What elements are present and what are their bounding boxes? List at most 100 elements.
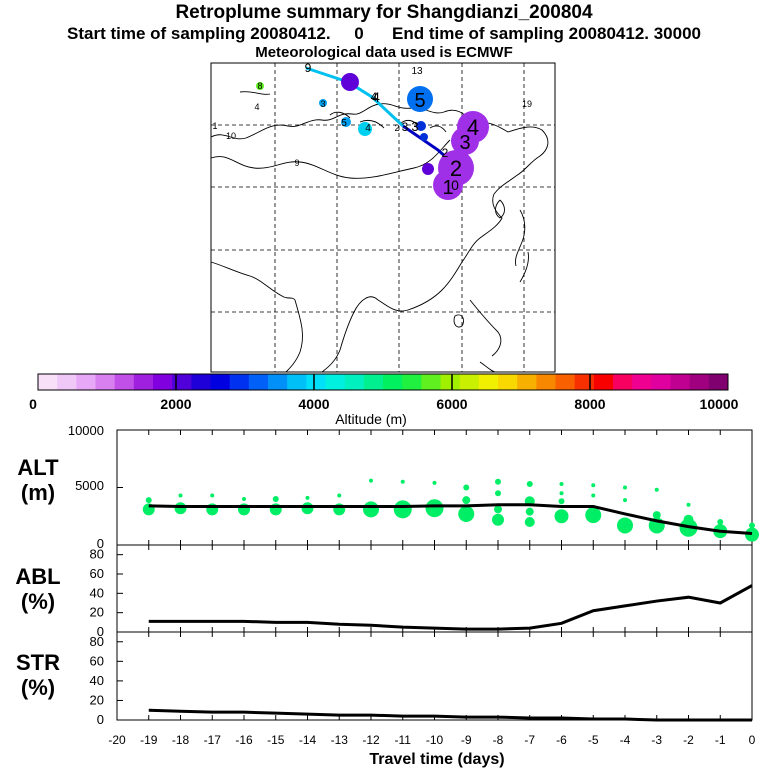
colorbar-tick-label: 6000 <box>436 396 467 412</box>
x-tick-label: -16 <box>235 733 253 747</box>
x-tick-label: -7 <box>524 733 535 747</box>
cluster-circle <box>358 122 372 136</box>
alt-particle-marker <box>363 501 379 518</box>
alt-particle-marker <box>554 509 569 524</box>
y-tick-label: 60 <box>90 566 104 581</box>
colorbar-cell <box>402 374 422 390</box>
cluster-label: 5 <box>341 118 347 129</box>
x-tick-label: -11 <box>395 733 412 747</box>
sampling-time-line: Start time of sampling 20080412. 0 End t… <box>67 24 701 43</box>
cluster-circle <box>451 127 479 155</box>
cluster-circle <box>420 133 428 141</box>
alt-particle-marker <box>337 493 342 498</box>
x-tick-label: -2 <box>683 733 694 747</box>
x-tick-label: -1 <box>715 733 726 747</box>
cluster-label: 19 <box>522 99 532 109</box>
colorbar-cell <box>708 374 729 390</box>
alt-particle-marker <box>525 507 534 516</box>
alt-particle-marker <box>272 496 279 502</box>
alt-ytick-label: 0 <box>97 536 104 551</box>
colorbar-cell <box>210 374 231 390</box>
colorbar-cell <box>632 374 652 390</box>
colorbar-cell <box>478 374 499 390</box>
cluster-circle <box>341 73 359 91</box>
cluster-label: 10 <box>226 131 236 141</box>
colorbar-cell <box>172 374 192 390</box>
alt-panel-unit: (m) <box>21 480 55 505</box>
alt-particle-marker <box>462 496 471 505</box>
cluster-circle <box>422 163 434 175</box>
y-tick-label: 80 <box>90 547 104 562</box>
str-line <box>148 708 752 722</box>
colorbar: 0 2000 4000 6000 8000 10000 Altitude (m) <box>29 373 739 427</box>
colorbar-cell <box>133 374 154 390</box>
x-tick-label: -13 <box>331 733 349 747</box>
colorbar-tick-label: 8000 <box>574 396 605 412</box>
colorbar-cell <box>363 374 384 390</box>
colorbar-cell <box>459 374 480 390</box>
cluster-label: 4 <box>254 102 259 112</box>
x-tick-label: -19 <box>140 733 158 747</box>
map-gridlines <box>211 63 555 372</box>
colorbar-cell <box>76 374 96 390</box>
colorbar-cell <box>383 374 403 390</box>
timeseries-panels: ALT (m) 10000 5000 0 ABL (%) 80 60 40 20 0 S… <box>15 423 759 768</box>
cluster-label: 13 <box>411 66 423 77</box>
y-tick-label: 60 <box>90 653 104 668</box>
alt-particle-marker <box>305 495 310 500</box>
alt-ytick-label: 10000 <box>68 423 104 438</box>
x-tick-label: -10 <box>426 733 444 747</box>
alt-particle-marker <box>174 502 187 515</box>
alt-ytick-label: 5000 <box>75 478 104 493</box>
alt-particle-marker <box>524 517 535 527</box>
chart-title: Retroplume summary for Shangdianzi_20080… <box>175 2 593 23</box>
colorbar-cell <box>498 374 518 390</box>
alt-particle-marker <box>617 517 633 534</box>
alt-particle-marker <box>749 522 755 529</box>
cluster-circle <box>416 121 426 131</box>
cluster-label: 3 <box>411 119 418 134</box>
colorbar-cell <box>593 374 614 390</box>
y-tick-label: 0 <box>97 624 104 639</box>
alt-particle-marker <box>652 511 661 520</box>
colorbar-cell <box>153 374 173 390</box>
colorbar-cell <box>248 374 269 390</box>
cluster-label: 1 <box>212 121 217 131</box>
colorbar-axis-label: Altitude (m) <box>335 411 407 427</box>
alt-particle-marker <box>683 514 694 525</box>
abl-panel-unit: (%) <box>21 589 55 614</box>
alt-particle-marker <box>425 499 444 518</box>
x-tick-label: -3 <box>651 733 662 747</box>
cluster-markers <box>256 73 489 200</box>
colorbar-cell <box>689 374 710 390</box>
alt-particle-marker <box>585 507 602 524</box>
alt-particle-marker <box>745 527 759 542</box>
x-tick-label: -18 <box>172 733 190 747</box>
alt-panel-label: ALT <box>17 455 59 480</box>
y-tick-label: 0 <box>97 712 104 727</box>
colorbar-cell <box>229 374 250 390</box>
colorbar-cell <box>95 374 116 390</box>
colorbar-cell <box>287 374 307 390</box>
alt-particle-marker <box>623 485 627 490</box>
cluster-label: 2 <box>450 156 462 181</box>
map-panel: 4 3 2 1 0 5 4 3 5 4 3 2 13 8 4 1 10 9 19… <box>210 61 556 373</box>
abl-line <box>148 584 753 631</box>
colorbar-tick-label: 0 <box>29 396 37 412</box>
alt-particle-marker <box>400 479 405 484</box>
colorbar-tick-label: 4000 <box>298 396 329 412</box>
x-tick-label: -9 <box>461 733 472 747</box>
colorbar-cell <box>536 374 556 390</box>
colorbar-cell <box>268 374 288 390</box>
trajectory-day-label: 9 <box>305 61 312 75</box>
alt-particle-marker <box>559 491 564 496</box>
alt-particle-marker <box>458 505 475 522</box>
cluster-circle <box>407 86 433 112</box>
alt-particle-marker <box>432 480 437 485</box>
colorbar-cell <box>344 374 365 390</box>
alt-particle-marker <box>393 500 412 519</box>
cluster-label: 4 <box>365 123 371 134</box>
alt-particle-marker <box>591 493 596 498</box>
